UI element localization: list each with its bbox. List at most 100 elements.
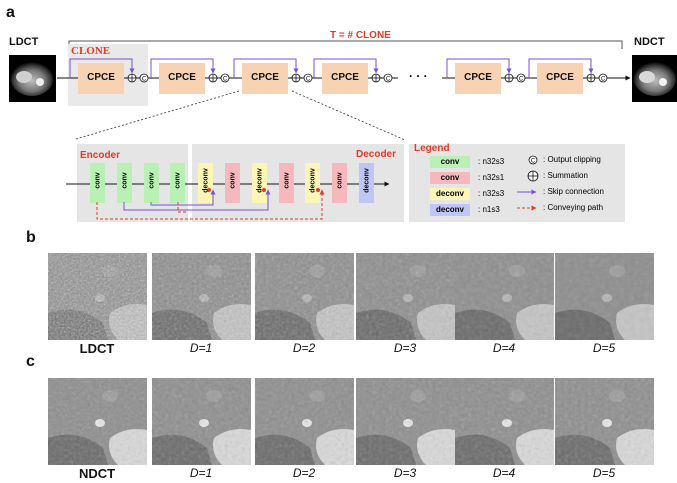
cpce-label: CPCE bbox=[168, 72, 196, 83]
legend-chip-desc: : n32s3 bbox=[478, 189, 505, 198]
encoder-label: Encoder bbox=[80, 150, 121, 161]
legend-symbols: C bbox=[517, 155, 539, 211]
ct-tile bbox=[255, 378, 354, 465]
ct-tile bbox=[356, 253, 455, 340]
svg-text:C: C bbox=[531, 159, 536, 165]
legend-chip-desc: : n1s3 bbox=[478, 205, 500, 214]
cpce-block bbox=[159, 63, 205, 94]
clip-symbol: C bbox=[223, 77, 228, 83]
clip-symbol: C bbox=[519, 77, 524, 83]
panel-c-letter: c bbox=[26, 353, 35, 370]
ndct-thumbnail bbox=[632, 55, 677, 102]
ct-caption: D=5 bbox=[592, 466, 616, 480]
ct-image bbox=[152, 253, 251, 340]
cpce-block bbox=[537, 63, 583, 94]
ct-caption: D=3 bbox=[393, 466, 417, 480]
ldct-thumbnail bbox=[9, 55, 56, 102]
legend-symbol-desc: : Conveying path bbox=[543, 203, 604, 212]
legend-symbol-desc: : Summation bbox=[543, 171, 588, 180]
ct-image bbox=[455, 253, 554, 340]
ct-image bbox=[455, 378, 554, 465]
layer-deconv bbox=[198, 163, 213, 203]
ct-caption: D=1 bbox=[189, 466, 213, 480]
clip-icon bbox=[516, 73, 526, 83]
ct-image bbox=[356, 253, 455, 340]
layer-conv bbox=[225, 163, 240, 203]
ct-tile bbox=[555, 253, 654, 340]
panel-a-letter: a bbox=[6, 4, 15, 21]
ct-image bbox=[555, 378, 654, 465]
legend-chip: deconv bbox=[430, 204, 470, 216]
output-label: NDCT bbox=[634, 36, 665, 48]
ct-caption: D=5 bbox=[592, 341, 616, 355]
ct-caption: D=4 bbox=[492, 341, 516, 355]
ct-image bbox=[255, 253, 354, 340]
ct-tile bbox=[152, 253, 251, 340]
layer-conv bbox=[279, 163, 294, 203]
ct-image bbox=[356, 378, 455, 465]
ct-caption: D=2 bbox=[292, 466, 316, 480]
ct-caption: D=4 bbox=[492, 466, 516, 480]
cpce-block bbox=[78, 63, 124, 94]
ct-tile bbox=[152, 378, 251, 465]
ct-tile bbox=[48, 378, 147, 465]
clone-label: CLONE bbox=[71, 45, 111, 57]
ct-tile bbox=[555, 378, 654, 465]
ct-image bbox=[255, 378, 354, 465]
cpce-label: CPCE bbox=[251, 72, 279, 83]
ct-image bbox=[48, 253, 147, 340]
ct-tile bbox=[455, 253, 554, 340]
cpce-label: CPCE bbox=[546, 72, 574, 83]
layer-deconv bbox=[305, 163, 320, 203]
ct-tile bbox=[455, 378, 554, 465]
cpce-label: CPCE bbox=[87, 72, 115, 83]
layer-conv bbox=[90, 163, 105, 203]
decoder-label: Decoder bbox=[356, 149, 397, 160]
legend-chip: deconv bbox=[430, 188, 470, 200]
clip-symbol: C bbox=[142, 77, 147, 83]
ct-image bbox=[555, 253, 654, 340]
clip-icon bbox=[528, 155, 538, 165]
clip-symbol: C bbox=[306, 77, 311, 83]
ct-tile bbox=[48, 253, 147, 340]
ct-caption: D=2 bbox=[292, 341, 316, 355]
layer-deconv bbox=[359, 163, 374, 203]
cpce-label: CPCE bbox=[464, 72, 492, 83]
ct-caption: NDCT bbox=[78, 466, 116, 481]
layer-conv bbox=[144, 163, 159, 203]
layer-conv bbox=[170, 163, 185, 203]
ct-image bbox=[48, 378, 147, 465]
legend-symbol-desc: : Output clipping bbox=[543, 155, 601, 164]
ct-caption: D=3 bbox=[393, 341, 417, 355]
clip-icon bbox=[139, 73, 149, 83]
cpce-block bbox=[242, 63, 288, 94]
legend-chip-desc: : n32s3 bbox=[478, 157, 505, 166]
ct-image bbox=[152, 378, 251, 465]
input-label: LDCT bbox=[9, 36, 39, 48]
cpce-block bbox=[322, 63, 368, 94]
clip-symbol: C bbox=[386, 77, 391, 83]
ct-tile bbox=[255, 253, 354, 340]
layer-conv bbox=[332, 163, 347, 203]
clip-symbol: C bbox=[601, 77, 606, 83]
clip-icon bbox=[303, 73, 313, 83]
legend-chip: conv bbox=[430, 172, 470, 184]
legend-chip: conv bbox=[430, 156, 470, 168]
ct-caption: LDCT bbox=[79, 341, 115, 356]
legend-title: Legend bbox=[414, 143, 450, 154]
layer-deconv bbox=[252, 163, 267, 203]
clip-icon bbox=[383, 73, 393, 83]
clip-icon bbox=[220, 73, 230, 83]
ct-tile bbox=[356, 378, 455, 465]
ct-caption: D=1 bbox=[189, 341, 213, 355]
legend-symbol-desc: : Skip connection bbox=[543, 187, 604, 196]
loop-label: T = # CLONE bbox=[330, 30, 391, 41]
panel-b-letter: b bbox=[26, 229, 36, 246]
legend-chip-desc: : n32s1 bbox=[478, 173, 505, 182]
clip-icon bbox=[598, 73, 608, 83]
layer-conv bbox=[117, 163, 132, 203]
zoom-lines bbox=[75, 90, 406, 141]
ellipsis: · · · bbox=[409, 69, 428, 83]
cpce-block bbox=[455, 63, 501, 94]
